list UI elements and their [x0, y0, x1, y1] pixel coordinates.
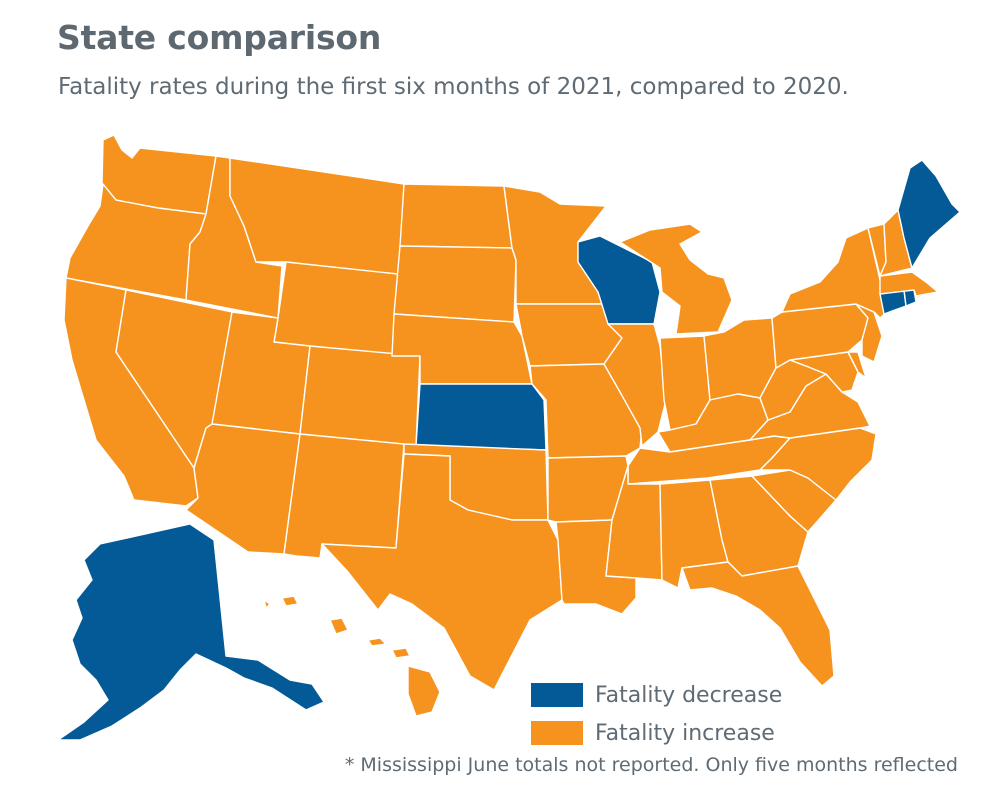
- legend-item-decrease: Fatality decrease: [531, 676, 782, 714]
- state-hawaii: Hawaii: [263, 595, 441, 717]
- state-massachusetts: Massachusetts: [879, 271, 939, 297]
- state-north-carolina: North Carolina: [759, 427, 877, 501]
- state-south-dakota: South Dakota: [393, 245, 517, 323]
- map-title: State comparison: [57, 18, 382, 57]
- state-maine: Maine: [897, 159, 961, 269]
- footnote: * Mississippi June totals not reported. …: [344, 754, 958, 776]
- state-kansas: Kansas: [415, 383, 547, 451]
- legend-label-decrease: Fatality decrease: [595, 682, 783, 708]
- state-new-mexico: New Mexico: [283, 433, 405, 559]
- state-texas: Texas: [321, 453, 563, 691]
- state-wyoming: Wyoming: [273, 261, 399, 357]
- legend-item-increase: Fatality increase: [531, 714, 782, 752]
- legend-swatch-increase: [531, 721, 583, 745]
- state-montana: Montana: [229, 157, 405, 277]
- legend: Fatality decrease Fatality increase: [531, 676, 782, 752]
- state-new-jersey: New Jersey: [855, 303, 883, 363]
- state-north-dakota: North Dakota: [399, 183, 513, 249]
- state-delaware: Delaware: [847, 351, 867, 379]
- state-florida: Florida: [681, 561, 835, 687]
- legend-swatch-decrease: [531, 683, 583, 707]
- state-alaska: Alaska: [57, 523, 325, 741]
- states-layer: WashingtonOregonCaliforniaIdahoNevadaMon…: [57, 134, 961, 741]
- state-michigan: Michigan: [619, 223, 733, 335]
- map-subtitle: Fatality rates during the first six mont…: [58, 74, 849, 100]
- legend-label-increase: Fatality increase: [595, 720, 775, 746]
- state-colorado: Colorado: [299, 345, 421, 447]
- state-wisconsin: Wisconsin: [577, 235, 661, 325]
- state-illinois: Illinois: [603, 323, 667, 447]
